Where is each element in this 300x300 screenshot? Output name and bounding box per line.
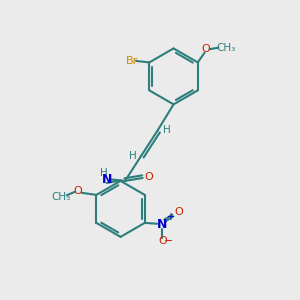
Text: CH₃: CH₃ — [216, 43, 236, 53]
Text: H: H — [100, 168, 108, 178]
Text: O: O — [175, 207, 184, 217]
Text: N: N — [157, 218, 168, 231]
Text: Br: Br — [125, 56, 138, 66]
Text: O: O — [74, 186, 82, 197]
Text: −: − — [164, 236, 174, 246]
Text: O: O — [202, 44, 210, 54]
Text: CH₃: CH₃ — [51, 192, 70, 202]
Text: O: O — [158, 236, 167, 246]
Text: H: H — [163, 125, 171, 135]
Text: O: O — [145, 172, 154, 182]
Text: +: + — [166, 212, 174, 222]
Text: H: H — [129, 152, 137, 161]
Text: N: N — [101, 173, 112, 186]
